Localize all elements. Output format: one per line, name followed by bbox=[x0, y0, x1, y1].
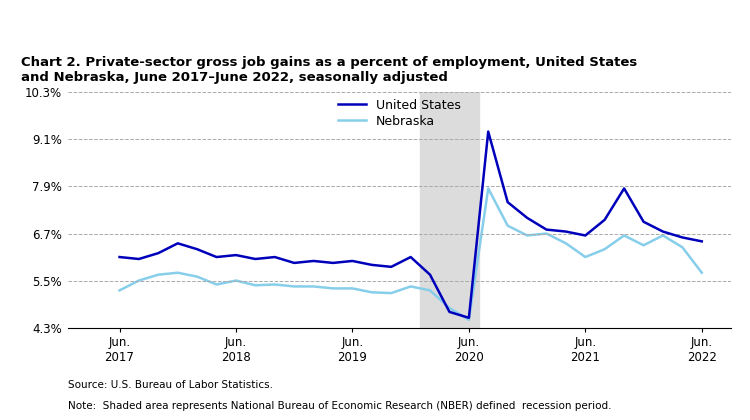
Text: Source: U.S. Bureau of Labor Statistics.: Source: U.S. Bureau of Labor Statistics. bbox=[68, 380, 272, 390]
Bar bbox=[420, 92, 478, 328]
Text: Chart 2. Private-sector gross job gains as a percent of employment, United State: Chart 2. Private-sector gross job gains … bbox=[21, 56, 638, 84]
Legend: United States, Nebraska: United States, Nebraska bbox=[338, 99, 460, 128]
Text: Note:  Shaded area represents National Bureau of Economic Research (NBER) define: Note: Shaded area represents National Bu… bbox=[68, 401, 611, 411]
